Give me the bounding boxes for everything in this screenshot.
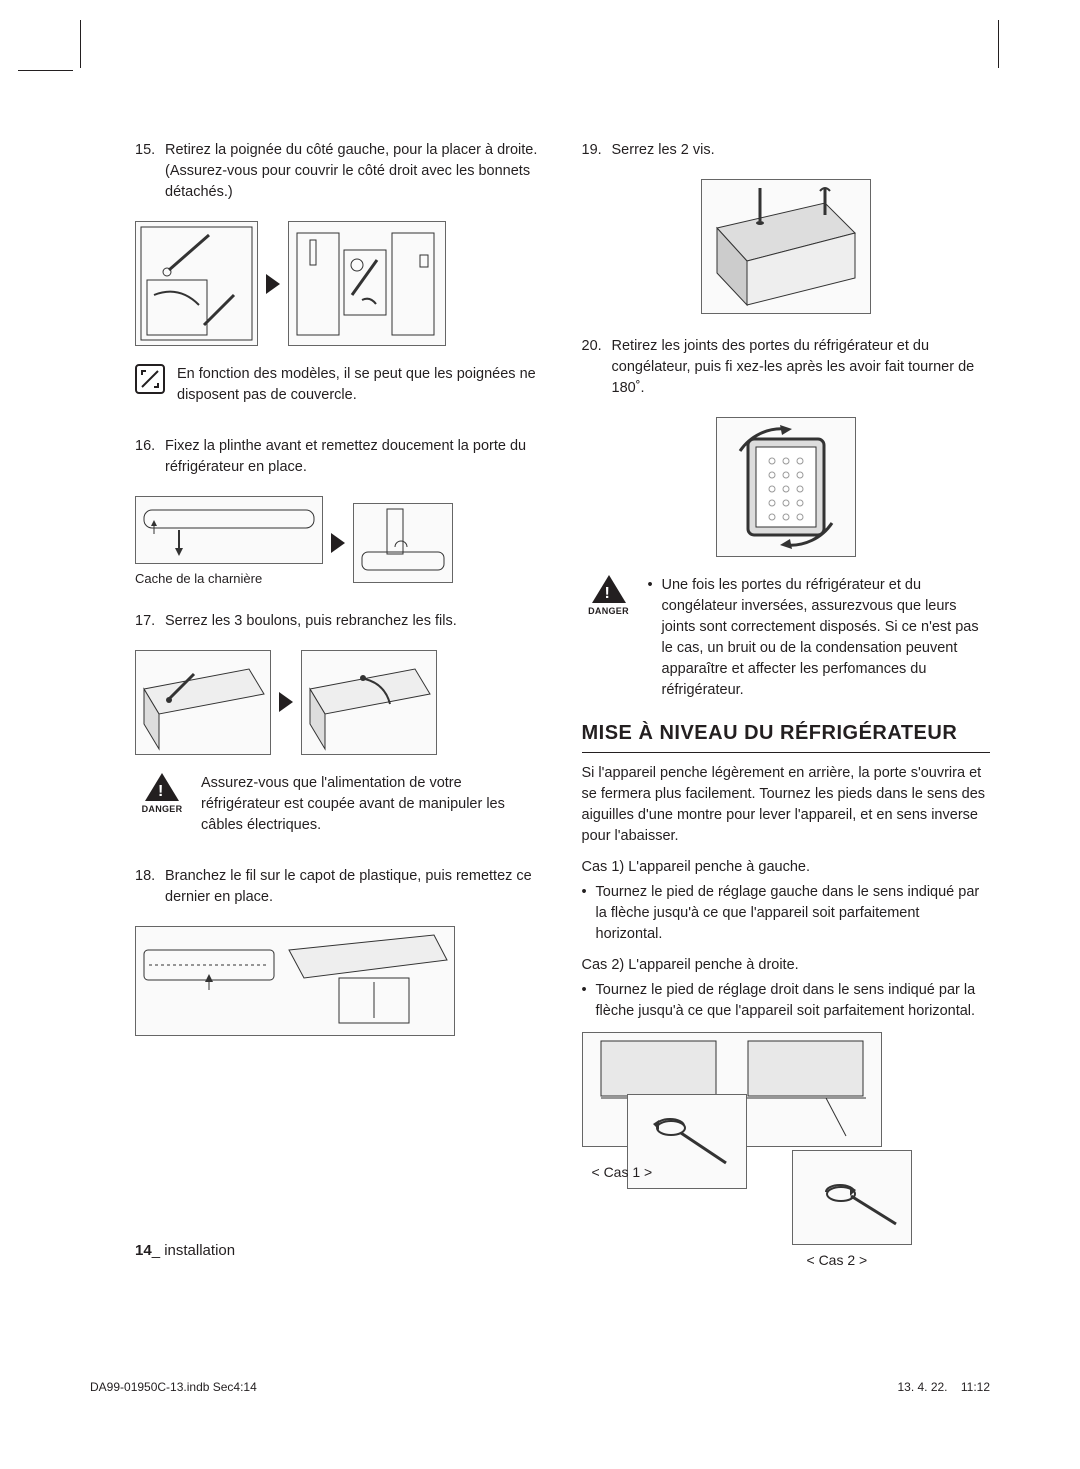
figure-19 [701, 179, 871, 314]
crop-mark [998, 20, 999, 68]
danger-text: Une fois les portes du réfrigérateur et … [662, 575, 991, 701]
footnote-date: 13. 4. 22. [897, 1380, 947, 1394]
case1-bullet: • Tournez le pied de réglage gauche dans… [582, 882, 991, 945]
case2-bullet: • Tournez le pied de réglage droit dans … [582, 980, 991, 1022]
fridge-pair-icon [292, 225, 442, 342]
handle-removal-icon [139, 225, 254, 342]
footer-sep: _ [152, 1242, 165, 1259]
step-text: Retirez les joints des portes du réfrigé… [612, 336, 991, 399]
step-text: Branchez le fil sur le capot de plastiqu… [165, 866, 544, 908]
figure-20 [716, 417, 856, 557]
figure-row-17 [135, 650, 544, 755]
danger-20: DANGER • Une fois les portes du réfrigér… [582, 575, 991, 701]
page-footer: 14_ installation [135, 1242, 235, 1259]
footnote-file: DA99-01950C-13.indb Sec4:14 [90, 1380, 257, 1394]
figure-15b [288, 221, 446, 346]
step-16: 16. Fixez la plinthe avant et remettez d… [135, 436, 544, 478]
figure-row-15 [135, 221, 544, 346]
footnote-time: 11:12 [961, 1380, 990, 1394]
page-number: 14 [135, 1242, 152, 1259]
leveling-intro: Si l'appareil penche légèrement en arriè… [582, 763, 991, 847]
left-column: 15. Retirez la poignée du côté gauche, p… [135, 140, 544, 1262]
note-15: En fonction des modèles, il se peut que … [135, 364, 544, 406]
step-text: Serrez les 2 vis. [612, 140, 991, 161]
danger-icon: DANGER [582, 575, 636, 618]
step-number: 16. [135, 436, 165, 478]
figure-row-16: Cache de la charnière [135, 496, 544, 589]
bullet: • [648, 575, 662, 701]
step-number: 20. [582, 336, 612, 399]
figure-16b [353, 503, 453, 583]
figure-17b [301, 650, 437, 755]
figure-16a [135, 496, 323, 564]
step-15: 15. Retirez la poignée du côté gauche, p… [135, 140, 544, 203]
step-20: 20. Retirez les joints des portes du réf… [582, 336, 991, 399]
step-text: Fixez la plinthe avant et remettez douce… [165, 436, 544, 478]
case1-text: Tournez le pied de réglage gauche dans l… [596, 882, 991, 945]
note-text: En fonction des modèles, il se peut que … [177, 364, 544, 406]
section-title: MISE À NIVEAU DU RÉFRIGÉRATEUR [582, 719, 991, 753]
arrow-right-icon [279, 692, 293, 712]
danger-text: Assurez-vous que l'alimentation de votre… [201, 773, 544, 836]
danger-17: DANGER Assurez-vous que l'alimentation d… [135, 773, 544, 836]
step-number: 19. [582, 140, 612, 161]
figure-row-18 [135, 926, 544, 1036]
step-19: 19. Serrez les 2 vis. [582, 140, 991, 161]
figure-17a [135, 650, 271, 755]
footer-section: installation [164, 1242, 235, 1259]
case-figures: < Cas 1 > < Cas 2 > [582, 1032, 991, 1262]
figure-case2-detail [792, 1150, 912, 1245]
page: 15. Retirez la poignée du côté gauche, p… [0, 0, 1080, 1469]
two-column-layout: 15. Retirez la poignée du côté gauche, p… [135, 140, 990, 1262]
figure-15a [135, 221, 258, 346]
case2-tag: < Cas 2 > [807, 1250, 868, 1270]
crop-mark [80, 20, 81, 68]
crop-mark [18, 70, 73, 71]
case2-text: Tournez le pied de réglage droit dans le… [596, 980, 991, 1022]
step-number: 18. [135, 866, 165, 908]
step-text: Serrez les 3 boulons, puis rebranchez le… [165, 611, 544, 632]
danger-icon: DANGER [135, 773, 189, 816]
step-text: Retirez la poignée du côté gauche, pour … [165, 140, 544, 203]
case1-tag: < Cas 1 > [592, 1162, 653, 1182]
print-footnote: DA99-01950C-13.indb Sec4:14 13. 4. 22. 1… [90, 1380, 990, 1394]
arrow-right-icon [331, 533, 345, 553]
figure-wrap-19 [582, 179, 991, 314]
figure-caption: Cache de la charnière [135, 570, 262, 589]
case1-label: Cas 1) L'appareil penche à gauche. [582, 857, 991, 878]
figure-18 [135, 926, 455, 1036]
step-number: 17. [135, 611, 165, 632]
case2-label: Cas 2) L'appareil penche à droite. [582, 955, 991, 976]
arrow-right-icon [266, 274, 280, 294]
right-column: 19. Serrez les 2 vis. [582, 140, 991, 1262]
figure-wrap-20 [582, 417, 991, 557]
danger-body: • Une fois les portes du réfrigérateur e… [648, 575, 991, 701]
step-18: 18. Branchez le fil sur le capot de plas… [135, 866, 544, 908]
step-17: 17. Serrez les 3 boulons, puis rebranche… [135, 611, 544, 632]
note-icon [135, 364, 165, 394]
step-number: 15. [135, 140, 165, 203]
